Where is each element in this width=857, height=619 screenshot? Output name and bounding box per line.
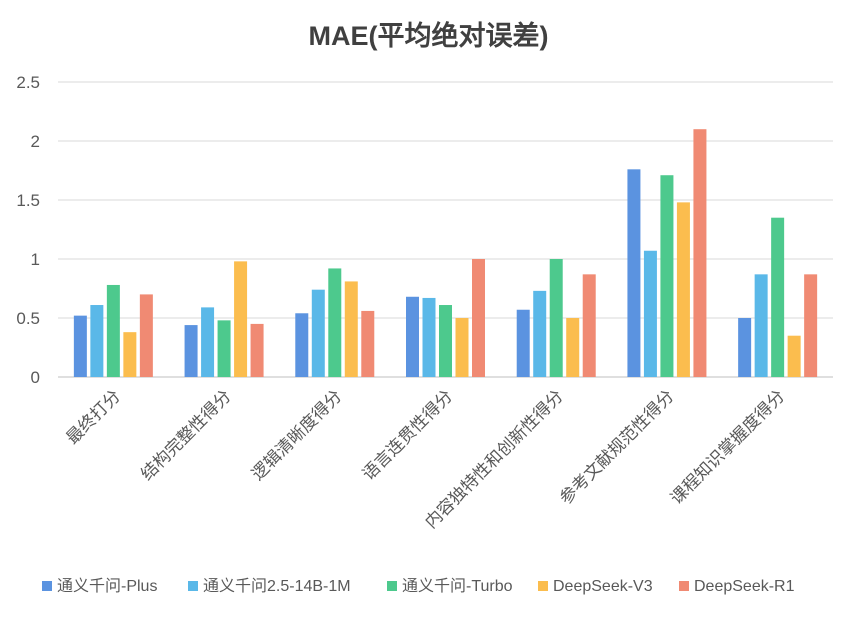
bar: [533, 290, 547, 377]
y-tick-label: 2.5: [16, 73, 40, 92]
x-tick-label: 课程知识掌握度得分: [667, 386, 789, 508]
legend-label: DeepSeek-V3: [553, 578, 653, 595]
x-tick-label: 结构完整性得分: [137, 386, 235, 484]
legend: 通义千问-Plus 通义千问2.5-14B-1M 通义千问-Turbo DeepSee…: [42, 577, 795, 595]
bar: [771, 217, 785, 377]
bar: [234, 261, 248, 377]
bar: [73, 315, 87, 377]
bar: [549, 259, 563, 377]
bar: [139, 294, 153, 377]
bar: [455, 318, 469, 377]
y-tick-label: 1.5: [16, 191, 40, 210]
x-tick-label: 语言连贯性得分: [359, 386, 457, 484]
bars: [73, 129, 818, 377]
legend-swatch: [538, 581, 548, 591]
legend-swatch: [679, 581, 689, 591]
bar: [439, 305, 452, 377]
bar: [201, 307, 215, 377]
bar: [406, 296, 419, 377]
bar: [328, 268, 342, 377]
legend-label: DeepSeek-R1: [694, 578, 795, 595]
y-axis-ticks: 0 0.5 1 1.5 2 2.5: [16, 73, 40, 387]
x-tick-label: 逻辑清晰度得分: [248, 386, 346, 484]
bar: [804, 274, 818, 377]
chart-title: MAE(平均绝对误差): [308, 21, 549, 51]
legend-label: 通义千问-Plus: [57, 577, 157, 595]
y-tick-label: 1: [31, 250, 40, 269]
x-axis-ticks: 最终打分 结构完整性得分 逻辑清晰度得分 语言连贯性得分内容独特性和创新性得分参考文献…: [63, 386, 789, 532]
bar: [311, 289, 325, 377]
bar: [566, 318, 580, 377]
bar: [660, 175, 674, 377]
y-tick-label: 0.5: [16, 309, 40, 328]
bar: [422, 297, 436, 377]
bar: [643, 250, 657, 377]
x-tick-label: 参考文献规范性得分: [556, 386, 678, 508]
x-tick-label: 最终打分: [63, 386, 125, 448]
bar: [516, 309, 530, 377]
bar: [738, 318, 752, 377]
legend-swatch: [387, 581, 397, 591]
legend-label: 通义千问2.5-14B-1M: [203, 577, 351, 595]
bar: [582, 274, 596, 377]
bar: [123, 332, 137, 377]
bar: [787, 335, 801, 377]
bar: [693, 129, 707, 377]
bar: [676, 202, 690, 377]
bar: [627, 169, 641, 377]
y-tick-label: 2: [31, 132, 40, 151]
bar: [184, 325, 198, 377]
bar: [217, 320, 231, 377]
legend-swatch: [42, 581, 52, 591]
bar: [344, 281, 358, 377]
y-tick-label: 0: [31, 368, 40, 387]
legend-label: 通义千问-Turbo: [402, 577, 513, 595]
bar: [361, 310, 375, 377]
bar: [250, 323, 264, 377]
legend-swatch: [188, 581, 198, 591]
bar: [90, 305, 104, 377]
bar: [754, 274, 768, 377]
bar: [472, 259, 485, 377]
bar: [295, 313, 309, 377]
bar: [106, 284, 120, 377]
